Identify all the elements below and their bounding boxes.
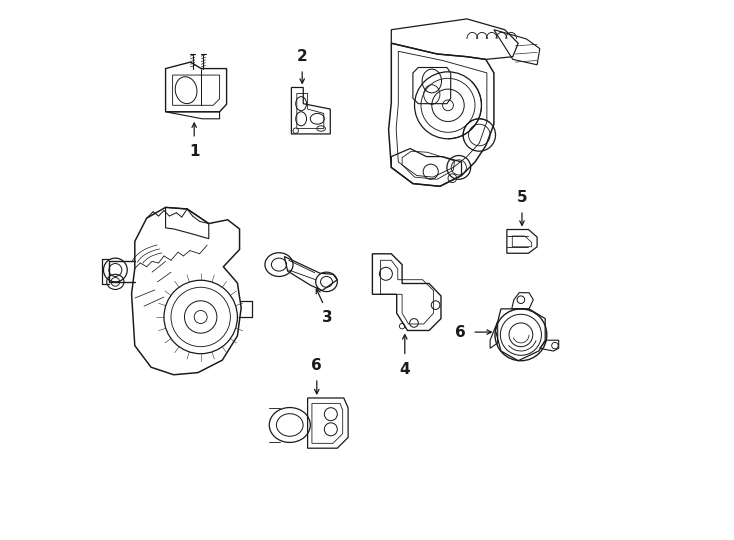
Text: 6: 6 bbox=[311, 357, 322, 373]
Text: 1: 1 bbox=[189, 144, 200, 159]
Text: 5: 5 bbox=[517, 190, 527, 205]
Text: 3: 3 bbox=[322, 310, 333, 326]
Text: 6: 6 bbox=[454, 325, 465, 340]
Text: 2: 2 bbox=[297, 49, 308, 64]
Text: 4: 4 bbox=[399, 362, 410, 377]
